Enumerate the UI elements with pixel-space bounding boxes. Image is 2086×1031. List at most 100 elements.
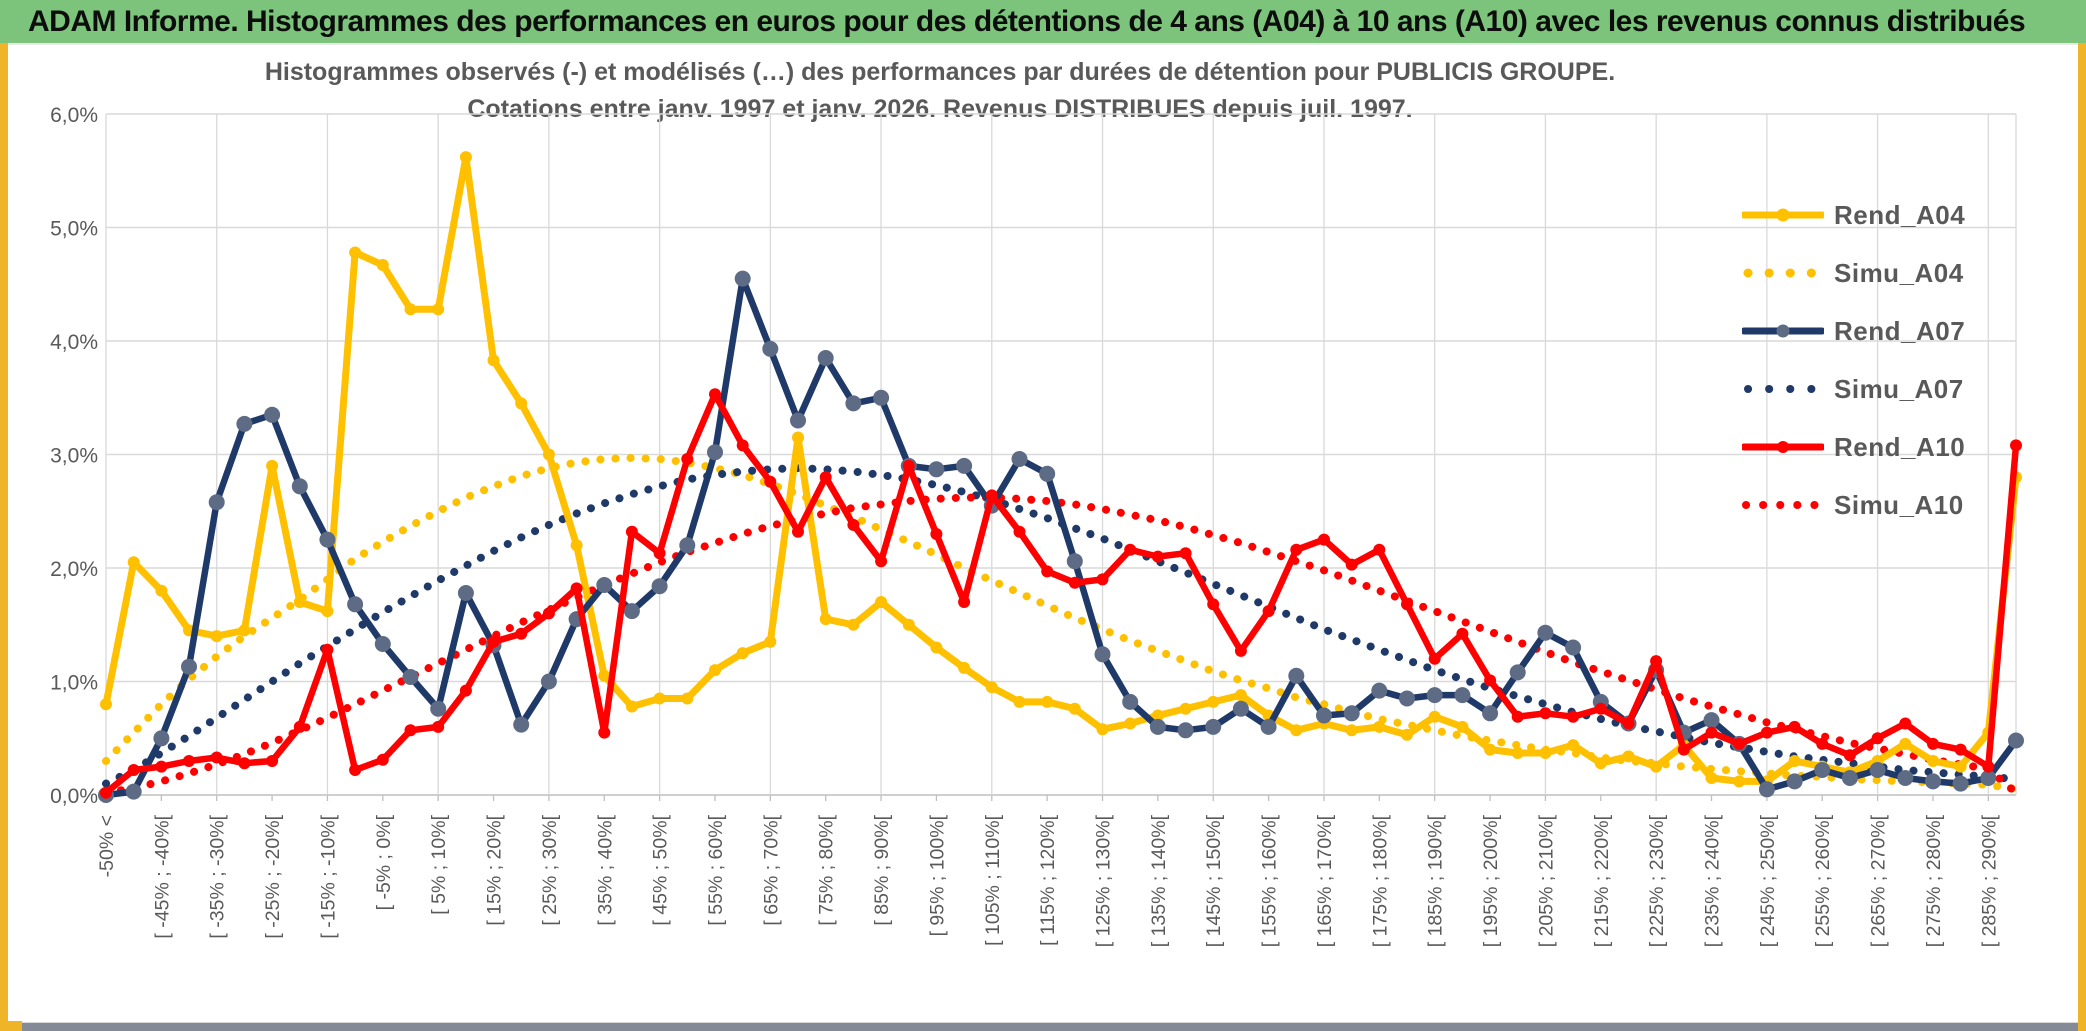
data-point — [1705, 772, 1718, 784]
data-point — [1345, 558, 1358, 571]
data-point — [153, 730, 170, 747]
data-point — [127, 556, 140, 569]
x-axis-tick-label: [ 285% ; 290%[ — [1978, 814, 2000, 947]
x-axis-tick-label: [ 205% ; 210%[ — [1535, 814, 1557, 947]
data-point — [764, 635, 777, 648]
x-axis-tick-label: [ -35% ; -30%[ — [207, 814, 229, 938]
data-point — [1677, 743, 1690, 756]
data-point — [432, 303, 445, 316]
data-point — [1179, 702, 1192, 715]
data-point — [1899, 737, 1912, 750]
data-point — [1232, 700, 1249, 717]
data-point — [1760, 726, 1773, 739]
x-axis-tick-label: [ 215% ; 220%[ — [1591, 814, 1613, 947]
x-axis-tick-label: [ 155% ; 160%[ — [1259, 814, 1281, 947]
data-point — [762, 340, 779, 357]
data-point — [1096, 573, 1109, 586]
data-point — [958, 596, 971, 608]
data-point — [208, 494, 225, 511]
data-point — [513, 716, 530, 733]
simu-a10-dotted-sample-icon — [1742, 501, 1824, 509]
legend-item-rend-a04[interactable]: Rend_A04 — [1742, 186, 2072, 244]
legend-item-rend-a07[interactable]: Rend_A07 — [1742, 302, 2072, 360]
data-point — [125, 783, 142, 800]
x-axis-tick-label: [ 275% ; 280%[ — [1923, 814, 1945, 947]
data-point — [1980, 770, 1997, 786]
data-point — [459, 151, 472, 164]
page-title: ADAM Informe. Histogrammes des performan… — [28, 4, 2026, 38]
bottom-left-gold-block — [0, 1021, 22, 1031]
data-point — [1456, 627, 1469, 640]
data-point — [1094, 646, 1111, 663]
chart-subtitle: Cotations entre janv. 1997 et janv. 2026… — [467, 95, 1413, 123]
data-point — [1733, 737, 1746, 750]
x-axis-tick-label: [ -15% ; -10%[ — [317, 814, 339, 938]
y-axis-tick-label: 3,0% — [50, 445, 98, 468]
data-point — [1814, 762, 1831, 778]
data-point — [430, 700, 447, 717]
rend-a04-line-sample-icon — [1742, 208, 1824, 222]
data-point — [264, 406, 281, 423]
data-point — [1316, 707, 1332, 724]
x-axis-tick-label: [ 245% ; 250%[ — [1757, 814, 1779, 947]
data-point — [1594, 757, 1607, 770]
data-point — [1816, 737, 1829, 750]
simu-a07-dotted-sample-icon — [1744, 385, 1824, 393]
data-point — [457, 585, 474, 601]
legend-item-rend-a10[interactable]: Rend_A10 — [1742, 418, 2072, 476]
data-point — [1013, 695, 1026, 708]
data-point — [1234, 644, 1247, 657]
data-point — [266, 755, 279, 767]
x-axis-tick-label: [ 45% ; 50%[ — [650, 814, 672, 925]
legend-label: Rend_A04 — [1834, 199, 1966, 230]
data-point — [349, 764, 362, 776]
y-axis-tick-label: 4,0% — [50, 331, 98, 354]
data-point — [1151, 709, 1164, 722]
chart-title: Histogrammes observés (-) et modélisés (… — [264, 58, 1616, 86]
x-axis-tick-label: [ 265% ; 270%[ — [1868, 814, 1890, 947]
data-point — [1373, 720, 1386, 733]
data-point — [183, 755, 195, 767]
data-point — [570, 582, 583, 595]
x-axis-tick-label: [ -25% ; -20%[ — [262, 814, 284, 938]
data-point — [210, 630, 223, 643]
data-point — [376, 259, 389, 271]
data-point — [1401, 728, 1413, 741]
x-axis-tick-label: [ 135% ; 140%[ — [1148, 814, 1170, 947]
data-point — [1426, 687, 1443, 704]
series-markers-rend_a07 — [98, 270, 2024, 803]
data-point — [598, 726, 611, 739]
simu-a04-dotted-sample-icon — [1743, 268, 1824, 278]
data-point — [542, 607, 555, 620]
data-point — [1290, 543, 1303, 556]
legend-item-simu-a04[interactable]: Simu_A04 — [1742, 244, 2072, 302]
data-point — [653, 547, 666, 560]
legend-item-simu-a10[interactable]: Simu_A10 — [1742, 476, 2072, 534]
data-point — [875, 555, 888, 568]
bottom-scrollbar-band[interactable] — [22, 1022, 2078, 1031]
data-point — [1068, 702, 1081, 715]
data-point — [1041, 695, 1054, 708]
data-point — [817, 350, 834, 366]
x-axis-tick-label: [ 145% ; 150%[ — [1203, 814, 1225, 947]
x-axis-tick-label: [ 255% ; 260%[ — [1812, 814, 1834, 947]
x-axis-tick-label: [ 125% ; 130%[ — [1093, 814, 1115, 947]
data-point — [1705, 726, 1718, 739]
legend-item-simu-a07[interactable]: Simu_A07 — [1742, 360, 2072, 418]
data-point — [930, 528, 943, 540]
data-point — [1594, 702, 1607, 715]
data-point — [1843, 749, 1856, 762]
data-point — [736, 647, 749, 660]
data-point — [873, 389, 890, 406]
data-point — [653, 692, 666, 705]
data-point — [319, 531, 336, 548]
data-point — [459, 684, 472, 697]
data-point — [1345, 724, 1358, 737]
y-axis-tick-label: 1,0% — [50, 672, 98, 695]
data-point — [1925, 773, 1941, 790]
data-point — [1318, 533, 1330, 546]
data-point — [1537, 624, 1554, 641]
data-point — [1151, 550, 1164, 563]
x-axis-tick-label: [ 55% ; 60%[ — [705, 814, 727, 925]
x-axis-tick-label: [ -45% ; -40%[ — [151, 814, 173, 938]
